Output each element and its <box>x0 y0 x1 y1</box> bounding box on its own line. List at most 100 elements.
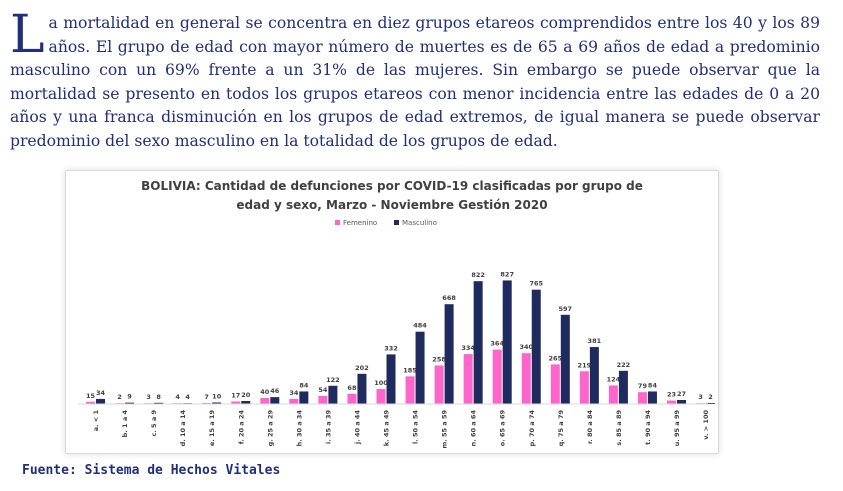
bar-femenino-4 <box>202 402 212 404</box>
data-label-femenino-15: 340 <box>519 343 533 351</box>
x-tick-label-11: l. 50 a 54 <box>412 410 420 444</box>
drop-cap: L <box>10 5 45 65</box>
x-tick-label-14: o. 65 a 69 <box>499 410 507 447</box>
data-label-femenino-2: 3 <box>146 393 151 401</box>
data-label-femenino-17: 219 <box>578 361 592 369</box>
bar-femenino-5 <box>231 401 241 404</box>
bar-femenino-13 <box>463 354 473 404</box>
data-label-masculino-19: 84 <box>648 381 658 389</box>
x-tick-label-1: b. 1 a 4 <box>121 410 129 438</box>
x-tick-label-9: j. 40 a 44 <box>353 410 361 445</box>
data-label-femenino-14: 364 <box>490 340 504 348</box>
data-label-femenino-1: 2 <box>117 393 122 401</box>
legend: Femenino Masculino <box>335 219 437 227</box>
bar-femenino-20 <box>667 400 676 404</box>
data-label-masculino-3: 4 <box>185 393 190 401</box>
data-label-masculino-0: 34 <box>96 389 106 397</box>
data-label-masculino-6: 46 <box>270 387 280 395</box>
x-tick-label-7: h. 30 a 34 <box>295 410 303 447</box>
bar-femenino-0 <box>86 401 95 404</box>
chart-title: BOLIVIA: Cantidad de defunciones por COV… <box>66 177 718 215</box>
bar-masculino-19 <box>647 391 657 404</box>
legend-swatch-masculino <box>394 220 399 225</box>
data-label-femenino-4: 7 <box>204 393 209 401</box>
chart-title-line-2: edad y sexo, Marzo - Noviembre Gestión 2… <box>236 198 548 212</box>
bar-masculino-4 <box>212 402 222 404</box>
data-label-masculino-11: 484 <box>413 322 427 330</box>
data-label-femenino-11: 185 <box>403 366 417 374</box>
bar-femenino-7 <box>289 398 299 404</box>
bar-masculino-18 <box>618 370 628 404</box>
bar-femenino-19 <box>637 392 647 404</box>
legend-label-masculino: Masculino <box>402 219 437 227</box>
bar-femenino-8 <box>318 395 328 404</box>
data-label-masculino-14: 827 <box>500 270 514 278</box>
data-label-masculino-1: 9 <box>127 393 132 401</box>
bar-masculino-7 <box>299 391 309 404</box>
bar-femenino-15 <box>521 353 531 404</box>
bar-femenino-14 <box>492 349 502 404</box>
x-tick-label-15: p. 70 a 74 <box>528 410 536 447</box>
data-label-masculino-5: 20 <box>241 391 251 399</box>
bars-group <box>86 280 716 404</box>
bar-masculino-0 <box>96 398 105 404</box>
x-tick-label-19: t. 90 a 94 <box>644 410 652 445</box>
data-label-femenino-8: 54 <box>318 386 328 394</box>
x-tick-label-5: f. 20 a 24 <box>237 410 245 445</box>
data-label-masculino-4: 10 <box>212 393 222 401</box>
data-label-masculino-13: 822 <box>471 271 485 279</box>
data-label-masculino-9: 202 <box>355 364 369 372</box>
bar-femenino-10 <box>376 389 386 404</box>
data-label-masculino-10: 332 <box>384 344 398 352</box>
bar-masculino-12 <box>444 304 454 404</box>
x-tick-label-20: u. 95 a 99 <box>673 410 681 447</box>
bar-femenino-11 <box>405 376 415 404</box>
bar-masculino-9 <box>357 373 367 404</box>
x-tick-label-6: g. 25 a 29 <box>266 410 274 447</box>
source-note: Fuente: Sistema de Hechos Vitales <box>22 463 281 478</box>
bar-chart: Femenino Masculino 15 342 9 3 8 4 4 7 10 17 20 40 46… <box>78 219 716 449</box>
bar-femenino-18 <box>608 385 618 404</box>
bar-masculino-1 <box>125 402 135 404</box>
bar-masculino-11 <box>415 331 425 404</box>
x-tick-label-18: s. 85 a 89 <box>615 410 623 446</box>
x-tick-label-3: d. 10 a 14 <box>179 410 187 447</box>
bar-masculino-15 <box>531 289 541 404</box>
chart-container: BOLIVIA: Cantidad de defunciones por COV… <box>65 170 719 454</box>
paragraph-text: a mortalidad en general se concentra en … <box>10 14 820 150</box>
bar-masculino-20 <box>677 399 686 404</box>
data-label-masculino-12: 668 <box>442 294 456 302</box>
bar-masculino-14 <box>502 280 512 404</box>
data-label-femenino-0: 15 <box>86 392 96 400</box>
x-tick-label-17: r. 80 a 84 <box>586 410 594 444</box>
x-tick-label-12: m. 55 a 59 <box>441 410 449 449</box>
bar-femenino-6 <box>260 398 270 404</box>
data-label-femenino-7: 34 <box>289 389 299 397</box>
data-label-femenino-10: 100 <box>374 379 388 387</box>
data-label-masculino-16: 597 <box>559 305 573 313</box>
data-label-femenino-9: 68 <box>347 384 357 392</box>
bar-masculino-5 <box>241 401 251 404</box>
x-tick-label-2: c. 5 a 9 <box>150 410 158 437</box>
x-tick-label-16: q. 75 a 79 <box>557 410 565 447</box>
data-label-masculino-20: 27 <box>677 390 686 398</box>
bar-femenino-17 <box>579 371 589 404</box>
x-tick-label-21: v. > 100 <box>702 410 710 440</box>
bar-femenino-16 <box>550 364 560 404</box>
bar-masculino-13 <box>473 281 483 404</box>
data-label-femenino-18: 124 <box>607 375 621 383</box>
data-label-masculino-18: 222 <box>617 361 631 369</box>
x-tick-label-8: i. 35 a 39 <box>324 410 332 444</box>
bar-femenino-9 <box>347 393 357 404</box>
x-tick-label-4: e. 15 a 19 <box>208 410 216 447</box>
bar-masculino-17 <box>589 347 599 404</box>
legend-label-femenino: Femenino <box>343 219 377 227</box>
data-label-femenino-6: 40 <box>260 388 270 396</box>
data-label-masculino-15: 765 <box>529 280 543 288</box>
x-tick-label-10: k. 45 a 49 <box>383 410 391 447</box>
data-label-masculino-21: 2 <box>708 393 713 401</box>
x-tick-label-13: n. 60 a 64 <box>470 410 478 447</box>
bar-masculino-6 <box>270 397 280 404</box>
data-label-femenino-19: 79 <box>638 382 648 390</box>
